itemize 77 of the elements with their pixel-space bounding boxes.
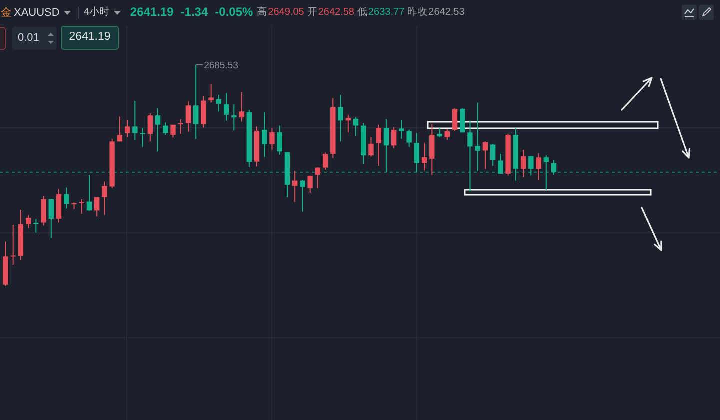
candlestick [536,152,542,180]
text: 金 [1,6,12,20]
text: -0.05% [215,5,254,20]
candlestick [148,112,153,142]
candlestick [232,104,237,132]
candlestick [10,224,16,266]
candlestick [48,198,54,239]
candlestick [460,108,466,134]
candlestick [300,179,306,212]
candlestick [193,64,199,140]
candlestick [551,160,557,176]
candlestick [216,94,222,112]
candlestick [482,141,488,170]
candlestick [277,125,282,156]
candlestick [384,118,390,174]
candlestick [437,128,442,138]
candlestick [201,95,206,128]
candlestick [315,167,321,189]
candlestick [452,108,458,132]
candlestick [94,196,100,218]
text: 2649.05 [268,7,304,19]
candlestick [26,214,32,229]
candlestick [64,187,70,210]
candlestick [498,154,504,174]
text: 高 [257,7,268,19]
candlestick [444,128,450,140]
candlestick [262,112,268,158]
text: 2641.19 [130,5,174,20]
candlestick [208,84,214,104]
text: 2642.58 [318,7,354,19]
candlestick [322,152,328,170]
text: 2633.77 [368,7,405,19]
candlestick [163,122,168,136]
candlestick [239,92,244,122]
candlestick [155,108,161,152]
candlestick [308,175,313,194]
candlestick [41,196,46,226]
text: 2642.53 [428,7,465,19]
candlestick [399,120,404,140]
candlestick [490,143,496,166]
candlestick [140,128,146,148]
chart-subtitle: 4小时 [84,7,110,19]
candlestick [102,181,108,216]
input-field: 0.01 [12,27,57,50]
text: -1.34 [180,5,208,20]
candlestick [528,156,534,176]
button: 2641.19 [61,26,119,50]
candlestick [117,116,123,142]
candlestick [86,174,92,212]
candlestick [292,170,298,203]
candlestick [544,155,549,191]
candlestick [376,124,382,166]
chart-title: XAUUSD [14,6,60,20]
candlestick [34,218,39,234]
candlestick [422,142,428,172]
candlestick [338,94,344,142]
candlestick [132,100,138,140]
annotation: 2685.53 [204,60,238,72]
text: 低 [358,7,368,19]
candlestick [430,124,435,176]
candlestick [520,150,526,178]
candlestick [406,129,412,148]
candlestick [270,128,275,151]
candlestick [368,136,374,158]
candlestick [79,198,84,214]
candlestick [475,102,480,172]
candlestick [170,124,176,138]
text: 昨收 [408,7,428,19]
candlestick [468,120,473,192]
candlestick [414,132,420,174]
candlestick [353,116,359,136]
candlestick [224,92,230,122]
candlestick [391,126,397,149]
candlestick [186,101,192,132]
candlestick [124,120,130,138]
candlestick [178,118,184,134]
text: 开 [307,7,318,19]
